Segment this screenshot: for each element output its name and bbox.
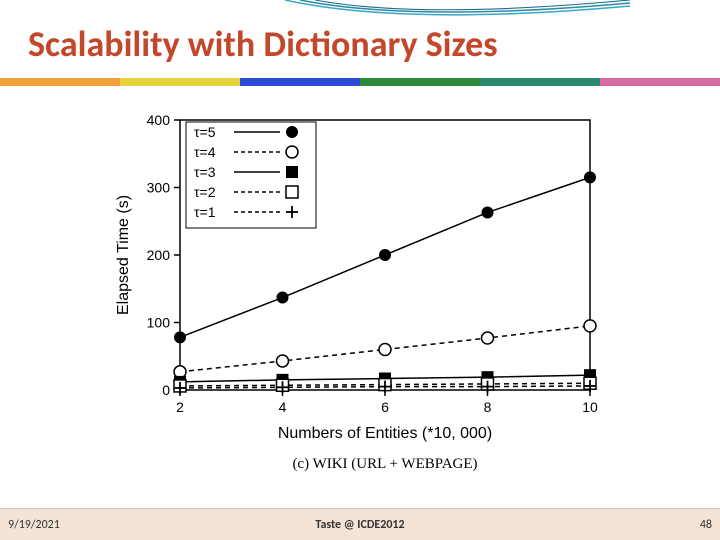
- svg-text:Numbers of Entities (*10, 000): Numbers of Entities (*10, 000): [278, 425, 492, 442]
- svg-text:(c) WIKI (URL + WEBPAGE): (c) WIKI (URL + WEBPAGE): [292, 456, 477, 472]
- svg-text:2: 2: [176, 399, 184, 415]
- svg-text:0: 0: [162, 382, 170, 398]
- svg-text:100: 100: [147, 315, 171, 331]
- svg-text:200: 200: [147, 247, 171, 263]
- slide-footer: 9/19/2021 Taste @ ICDE2012 48: [0, 508, 720, 540]
- svg-text:τ=3: τ=3: [194, 164, 216, 180]
- footer-page: 48: [700, 518, 712, 532]
- decoration-color-bar: [0, 78, 720, 86]
- svg-text:8: 8: [484, 399, 492, 415]
- footer-date: 9/19/2021: [8, 518, 60, 532]
- svg-text:τ=5: τ=5: [194, 124, 216, 140]
- slide-title: Scalability with Dictionary Sizes: [28, 22, 498, 66]
- svg-text:Elapsed Time (s): Elapsed Time (s): [115, 195, 132, 315]
- svg-text:τ=4: τ=4: [194, 144, 216, 160]
- svg-text:4: 4: [279, 399, 287, 415]
- svg-text:10: 10: [582, 399, 598, 415]
- svg-text:τ=1: τ=1: [194, 204, 216, 220]
- svg-text:τ=2: τ=2: [194, 184, 216, 200]
- footer-center: Taste @ ICDE2012: [315, 518, 404, 532]
- chart-scalability: 2468100100200300400Numbers of Entities (…: [110, 100, 610, 480]
- svg-text:300: 300: [147, 180, 171, 196]
- svg-text:400: 400: [147, 112, 171, 128]
- svg-text:6: 6: [381, 399, 389, 415]
